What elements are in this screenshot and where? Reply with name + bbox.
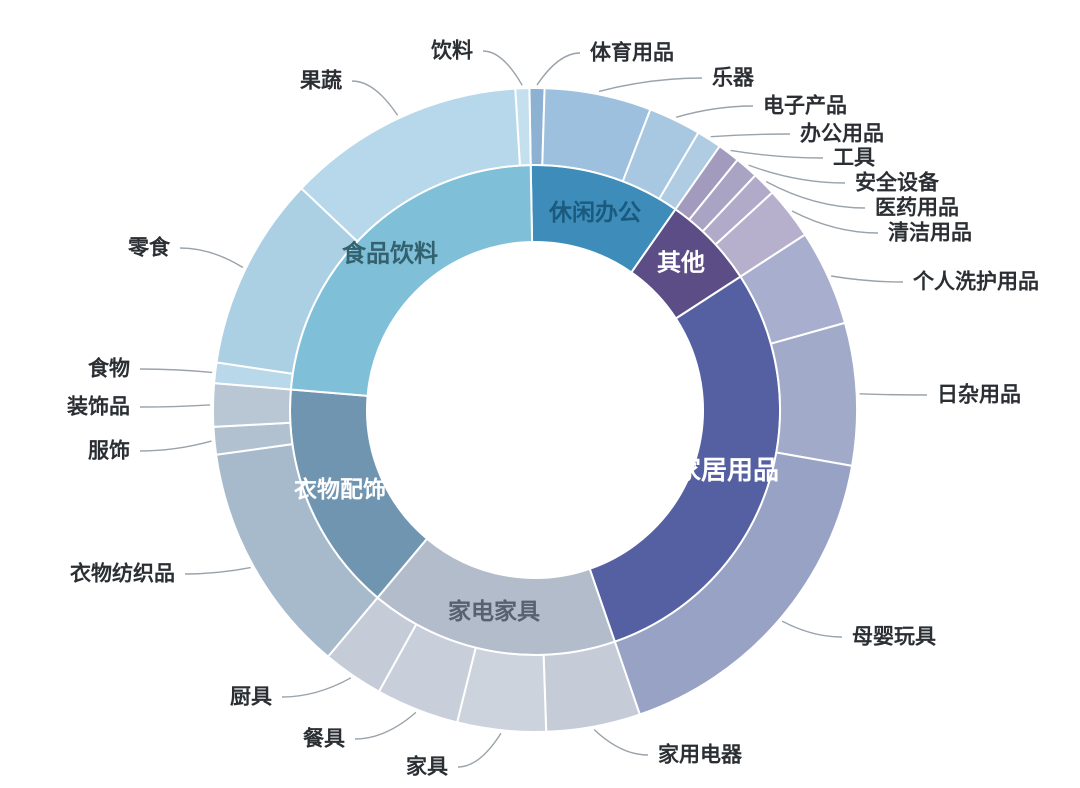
callout-line-medical-supplies	[765, 180, 866, 209]
callout-line-musical-instruments	[598, 77, 703, 93]
callout-line-fruits-vegetables	[351, 80, 399, 116]
group-label-food-beverage: 食品饮料	[342, 240, 438, 268]
segment-beverages	[514, 87, 532, 167]
group-label-clothing-accessories: 衣物配饰	[294, 476, 386, 502]
callout-line-furniture	[457, 732, 502, 768]
callout-label-apparel: 服饰	[88, 439, 130, 463]
callout-line-clothing-textiles	[184, 566, 251, 575]
group-label-household-goods: 家居用品	[675, 455, 779, 485]
group-label-other: 其他	[657, 250, 705, 277]
callout-line-tools	[730, 149, 824, 159]
callout-line-tableware	[354, 711, 417, 740]
callout-line-decorations	[139, 404, 211, 408]
callout-label-cleaning-supplies: 清洁用品	[888, 221, 972, 245]
callout-label-tableware: 餐具	[303, 727, 345, 751]
callout-label-decorations: 装饰品	[67, 395, 130, 419]
callout-label-office-supplies: 办公用品	[800, 123, 884, 146]
callout-line-kitchenware	[281, 677, 352, 698]
callout-label-furniture: 家具	[406, 755, 448, 779]
callout-line-daily-sundries	[859, 393, 928, 396]
group-label-appliances-furniture: 家电家具	[448, 598, 540, 624]
callout-line-cleaning-supplies	[791, 210, 879, 234]
callout-line-electronics	[676, 105, 754, 118]
callout-label-kitchenware: 厨具	[230, 686, 272, 709]
callout-label-household-appliances: 家用电器	[658, 743, 743, 767]
callout-line-safety-equipment	[748, 164, 846, 184]
callout-label-snacks: 零食	[127, 236, 171, 260]
callout-line-apparel	[139, 440, 212, 452]
callout-line-food	[139, 368, 213, 374]
callout-label-food: 食物	[88, 357, 130, 381]
callout-label-beverages: 饮料	[430, 39, 473, 63]
callout-line-personal-care	[830, 275, 904, 283]
callout-line-snacks	[179, 247, 244, 269]
callout-line-office-supplies	[710, 133, 791, 138]
callout-label-clothing-textiles: 衣物纺织品	[70, 562, 175, 586]
segment-decorations	[212, 382, 292, 428]
callout-label-mother-baby-toys: 母婴玩具	[852, 626, 936, 649]
callout-label-musical-instruments: 乐器	[712, 67, 755, 90]
callout-label-fruits-vegetables: 果蔬	[300, 70, 342, 93]
callout-label-electronics: 电子产品	[763, 94, 847, 118]
callout-line-sports-goods	[536, 52, 581, 86]
callout-line-beverages	[482, 50, 523, 86]
callout-label-tools: 工具	[833, 147, 875, 170]
callout-line-household-appliances	[593, 729, 649, 756]
callout-label-personal-care: 个人洗护用品	[913, 270, 1039, 294]
segment-daily-sundries	[769, 321, 858, 467]
group-label-leisure-office: 休闲办公	[548, 199, 641, 225]
callout-label-daily-sundries: 日杂用品	[937, 383, 1021, 407]
callout-label-sports-goods: 体育用品	[590, 41, 674, 65]
callout-line-mother-baby-toys	[781, 620, 843, 638]
callout-label-medical-supplies: 医药用品	[875, 196, 959, 220]
callout-label-safety-equipment: 安全设备	[855, 171, 940, 195]
